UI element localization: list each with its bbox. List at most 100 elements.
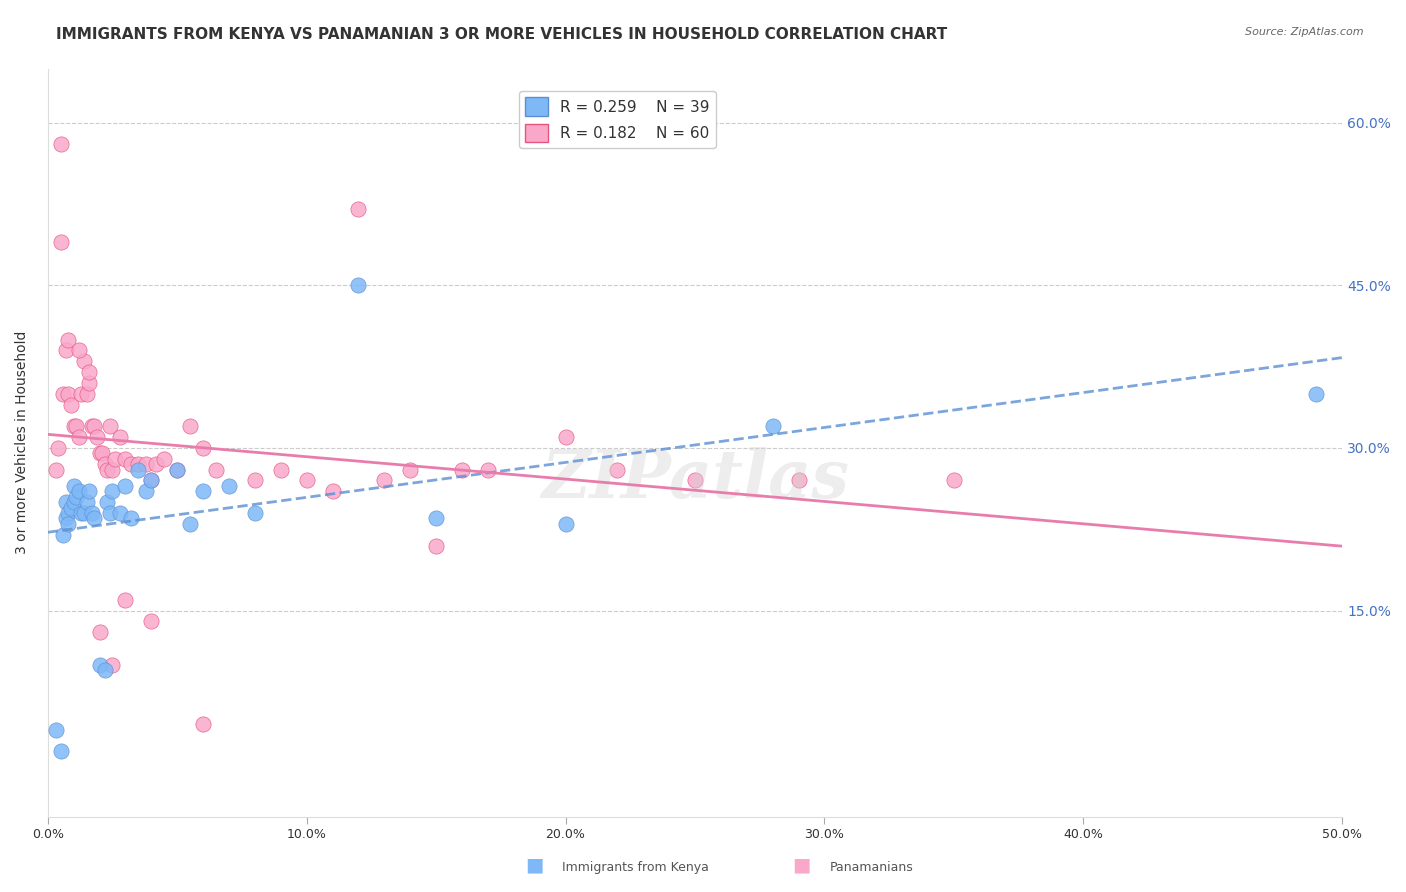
Point (49, 744, 72, 758)
Point (49, 235, 72, 249)
Point (80, 419, 103, 434)
Point (243, 474, 266, 488)
Point (86, 430, 108, 444)
Point (55, 511, 77, 525)
Point (191, 441, 214, 455)
Point (52, 527, 75, 541)
Point (73, 354, 96, 368)
Point (554, 516, 576, 531)
Point (93, 663, 115, 677)
Point (104, 451, 127, 466)
Point (373, 474, 395, 488)
Point (44, 462, 66, 476)
Point (70, 506, 93, 520)
Point (347, 278, 370, 293)
Point (49, 137, 72, 152)
Point (67, 430, 90, 444)
Point (55, 343, 77, 358)
Point (89, 625, 111, 640)
Point (683, 474, 706, 488)
Text: ■: ■ (524, 855, 544, 874)
Point (153, 451, 176, 466)
Point (477, 462, 499, 476)
Point (141, 615, 163, 629)
Point (191, 717, 214, 731)
Point (114, 451, 136, 466)
Point (135, 457, 157, 471)
Point (83, 511, 105, 525)
Point (135, 484, 157, 499)
Legend: R = 0.259    N = 39, R = 0.182    N = 60: R = 0.259 N = 39, R = 0.182 N = 60 (519, 91, 716, 148)
Point (295, 474, 318, 488)
Point (98, 419, 121, 434)
Point (554, 430, 576, 444)
Point (120, 511, 142, 525)
Point (399, 462, 422, 476)
Text: ZIPatlas: ZIPatlas (541, 448, 849, 512)
Text: Panamanians: Panamanians (830, 861, 914, 874)
Y-axis label: 3 or more Vehicles in Household: 3 or more Vehicles in Household (15, 331, 30, 554)
Point (347, 202, 370, 217)
Point (141, 474, 163, 488)
Point (98, 506, 121, 520)
Point (77, 376, 100, 390)
Point (762, 419, 785, 434)
Point (77, 484, 100, 499)
Point (1305, 386, 1327, 401)
Point (70, 386, 93, 401)
Point (127, 457, 149, 471)
Point (93, 457, 115, 471)
Point (76, 495, 98, 509)
Point (110, 430, 132, 444)
Point (96, 462, 118, 476)
Point (101, 462, 124, 476)
Point (89, 657, 111, 672)
Text: Source: ZipAtlas.com: Source: ZipAtlas.com (1246, 27, 1364, 37)
Point (166, 462, 188, 476)
Point (46, 441, 69, 455)
Point (83, 419, 105, 434)
Point (58, 516, 80, 531)
Point (55, 495, 77, 509)
Point (218, 479, 240, 493)
Point (110, 506, 132, 520)
Text: ■: ■ (792, 855, 811, 874)
Point (65, 419, 87, 434)
Point (58, 506, 80, 520)
Point (120, 457, 142, 471)
Point (141, 474, 163, 488)
Point (58, 386, 80, 401)
Point (787, 474, 810, 488)
Point (67, 484, 90, 499)
Point (76, 386, 98, 401)
Point (89, 446, 111, 460)
Point (127, 462, 149, 476)
Text: Immigrants from Kenya: Immigrants from Kenya (562, 861, 709, 874)
Point (80, 506, 103, 520)
Point (60, 398, 83, 412)
Point (62, 419, 84, 434)
Point (114, 479, 136, 493)
Point (166, 462, 188, 476)
Point (67, 343, 90, 358)
Point (77, 365, 100, 379)
Point (73, 506, 96, 520)
Point (62, 479, 84, 493)
Point (52, 386, 75, 401)
Point (91, 446, 114, 460)
Point (270, 462, 292, 476)
Point (179, 516, 201, 531)
Point (606, 462, 628, 476)
Point (145, 457, 167, 471)
Point (451, 462, 474, 476)
Point (58, 333, 80, 347)
Text: IMMIGRANTS FROM KENYA VS PANAMANIAN 3 OR MORE VEHICLES IN HOUSEHOLD CORRELATION : IMMIGRANTS FROM KENYA VS PANAMANIAN 3 OR… (56, 27, 948, 42)
Point (205, 462, 228, 476)
Point (62, 495, 84, 509)
Point (322, 484, 344, 499)
Point (101, 484, 124, 499)
Point (44, 723, 66, 737)
Point (425, 539, 447, 553)
Point (191, 484, 214, 499)
Point (114, 592, 136, 607)
